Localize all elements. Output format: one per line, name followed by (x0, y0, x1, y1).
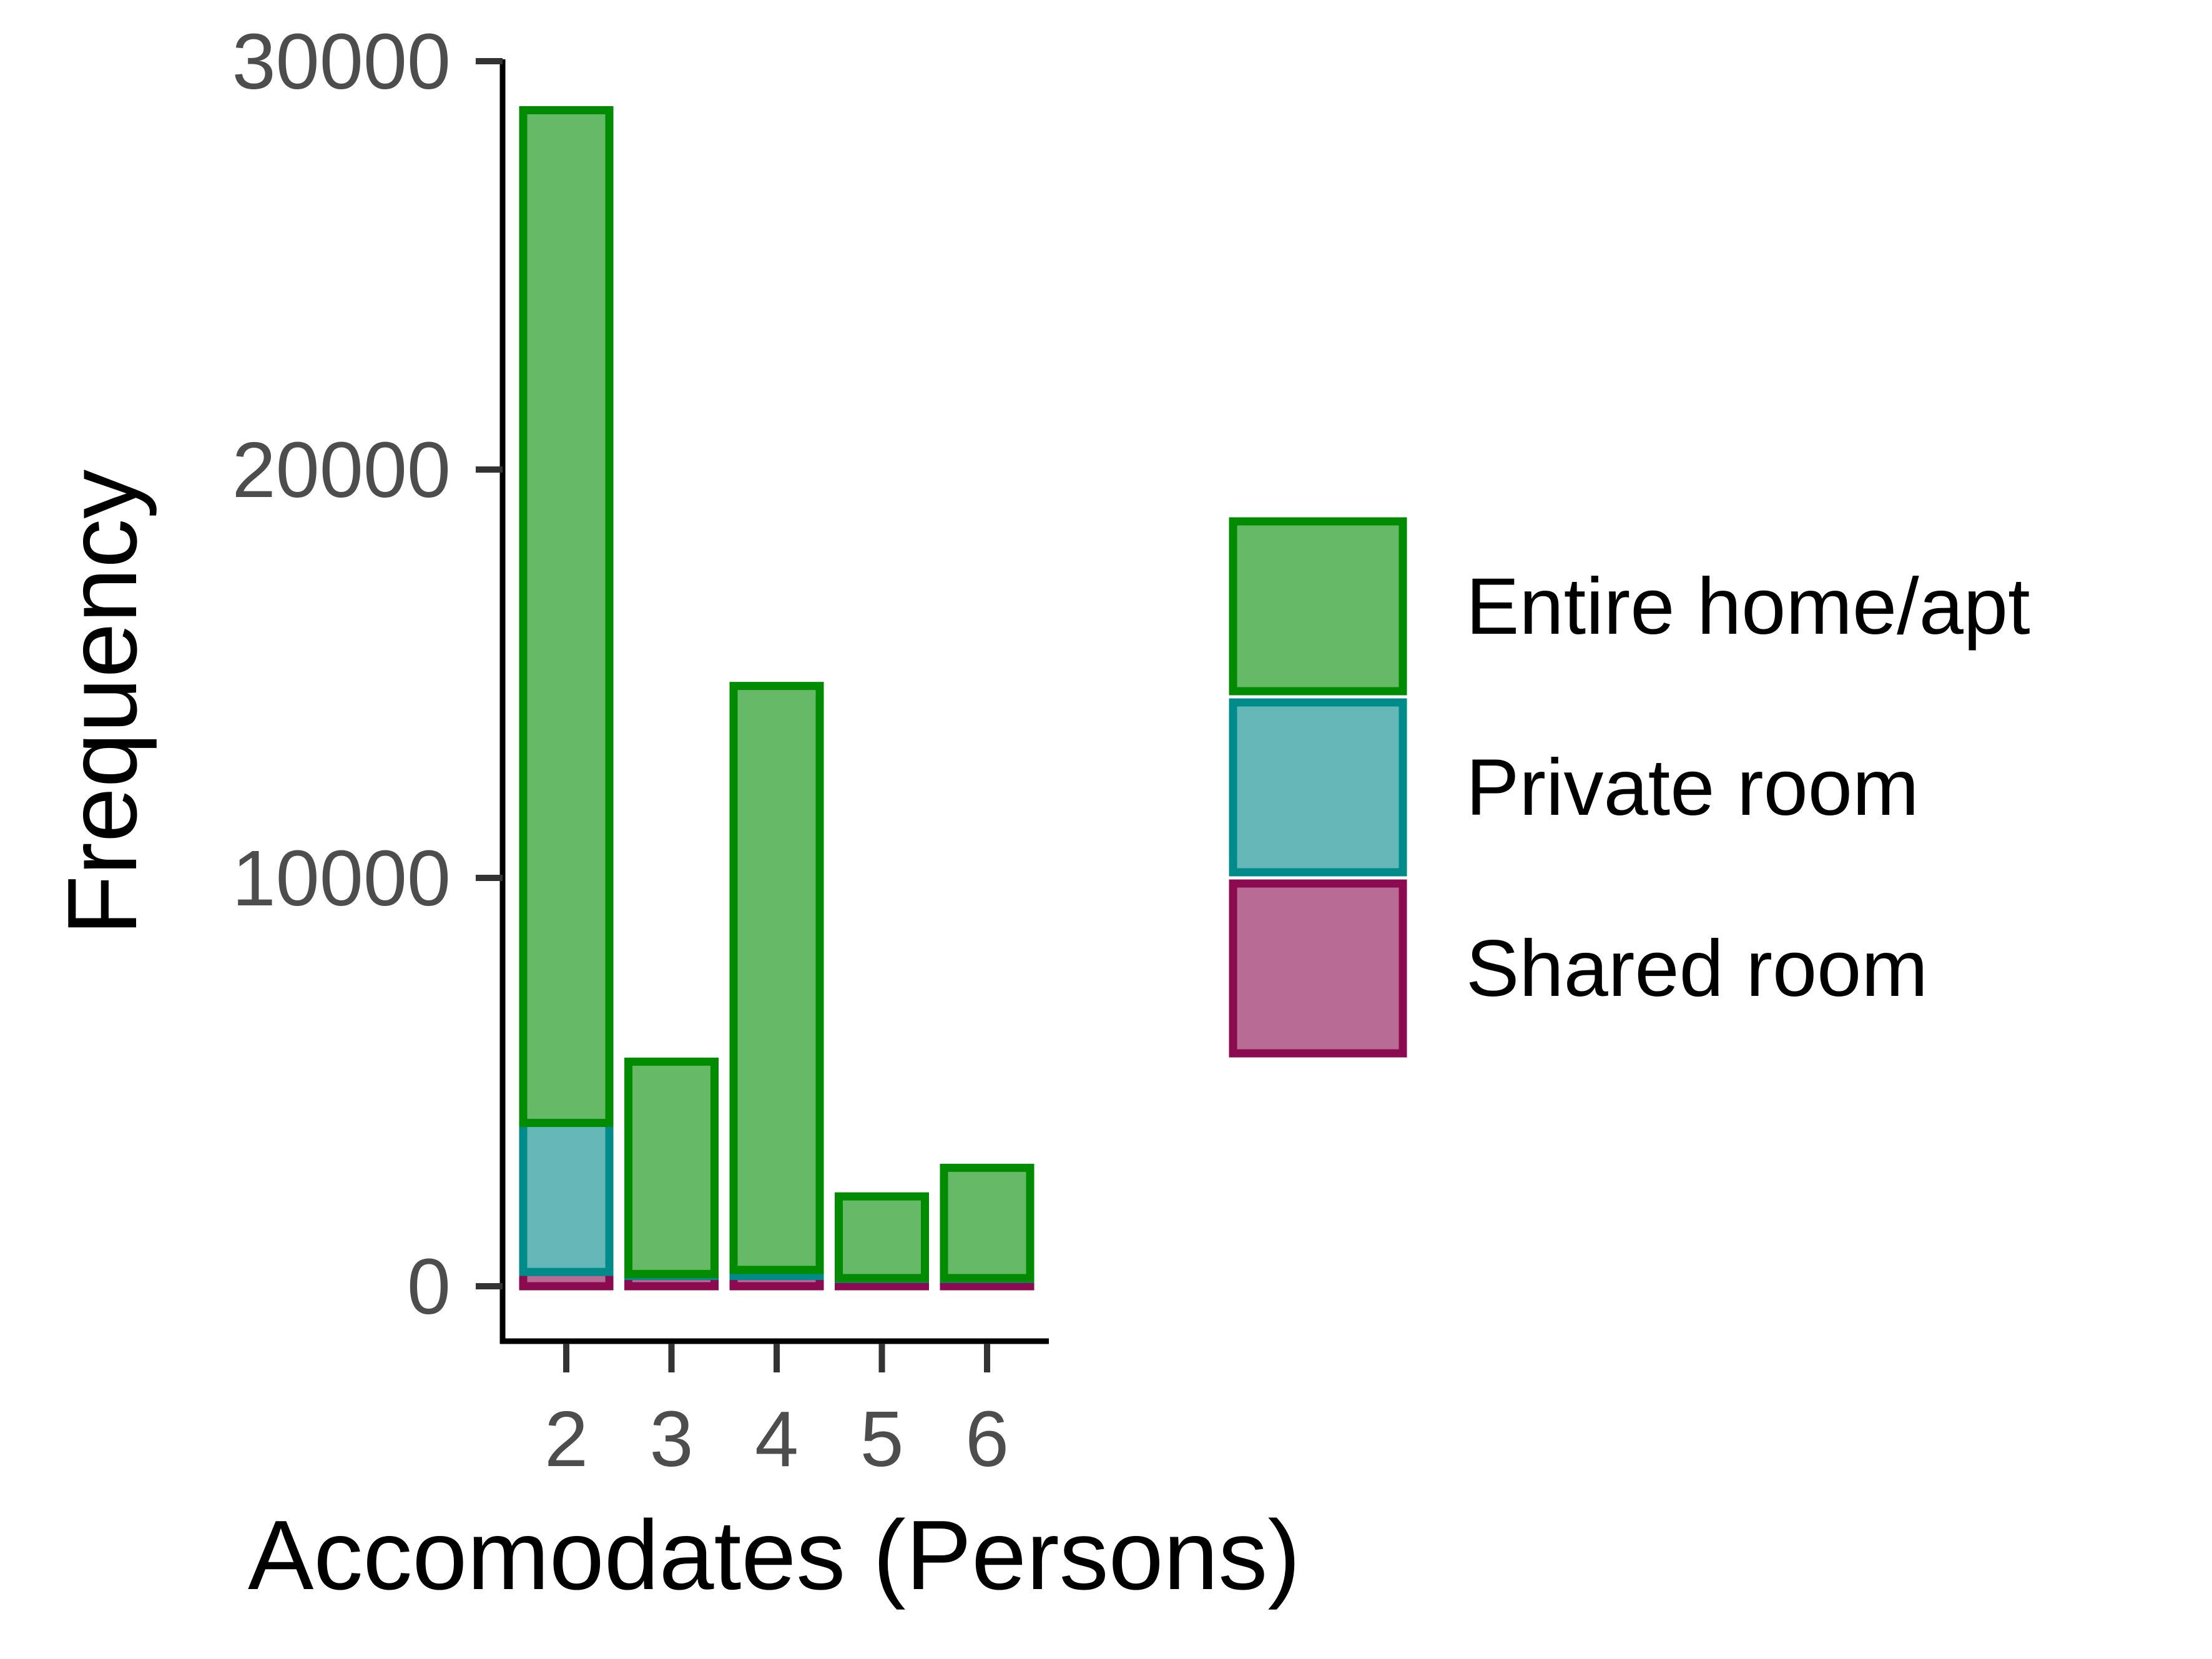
y-tick-label: 10000 (232, 834, 451, 922)
bar-entire-home-apt-2 (519, 106, 614, 1127)
legend: Entire home/apt Private room Shared room (1229, 517, 2030, 1058)
legend-label: Entire home/apt (1466, 562, 2030, 651)
x-tick-label: 5 (860, 1395, 903, 1483)
legend-key (1229, 879, 1407, 1058)
x-tick-label: 2 (544, 1395, 588, 1483)
bar-entire-home-apt-5 (835, 1192, 929, 1282)
y-tick-label: 30000 (232, 17, 451, 106)
axes-layer (499, 59, 1049, 1344)
y-axis-title: Frequency (47, 470, 157, 936)
y-tick-label: 0 (407, 1243, 451, 1331)
bar-entire-home-apt-3 (624, 1057, 719, 1278)
legend-key (1229, 698, 1407, 877)
x-axis-title: Accomodates (Persons) (248, 1500, 1300, 1610)
bar-private-room-2 (519, 1118, 614, 1276)
bar-entire-home-apt-4 (729, 682, 824, 1274)
legend-label: Shared room (1466, 924, 1928, 1013)
legend-label: Private room (1466, 743, 1919, 832)
x-tick-label: 4 (755, 1395, 799, 1483)
y-ticks-layer: 0 10000 20000 30000 (232, 17, 503, 1331)
x-tick-label: 6 (965, 1395, 1009, 1483)
y-tick-label: 20000 (232, 426, 451, 514)
x-tick-label: 3 (649, 1395, 693, 1483)
bars-layer (519, 106, 1035, 1291)
legend-key (1229, 517, 1407, 696)
bar-entire-home-apt-6 (940, 1163, 1035, 1282)
